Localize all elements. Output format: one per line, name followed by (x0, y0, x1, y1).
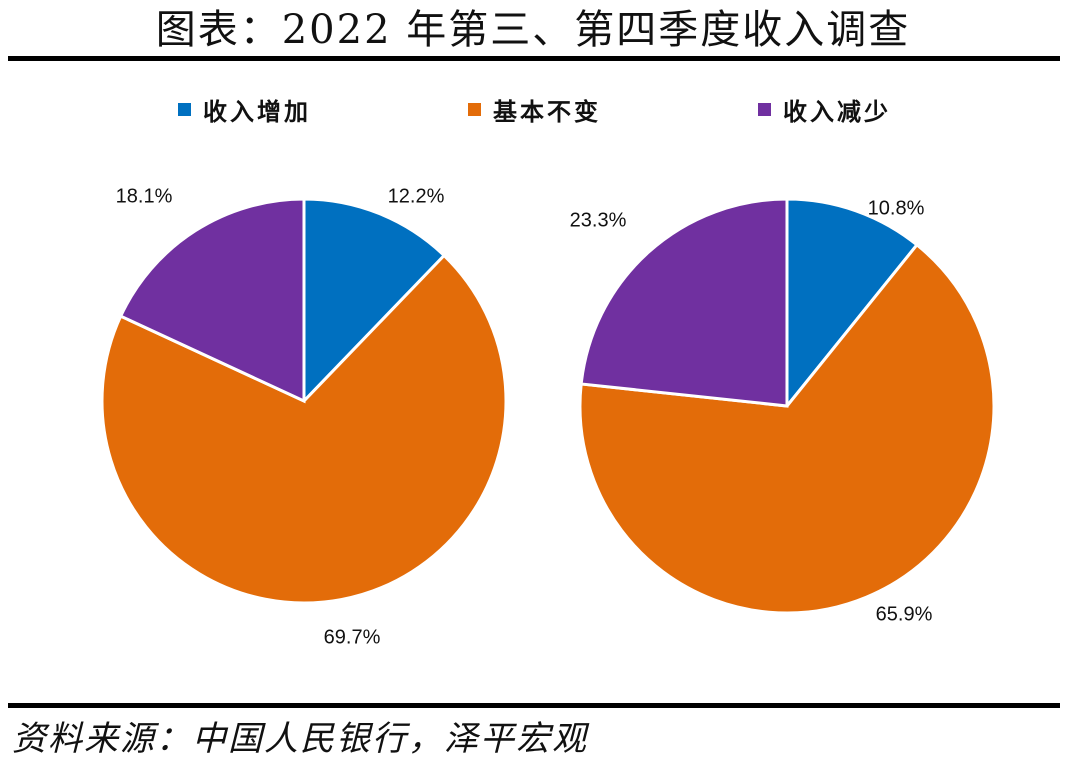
legend-item-increase: 收入增加 (178, 92, 311, 127)
top-rule (8, 56, 1060, 61)
pie-0-label-increase: 12.2% (388, 185, 445, 207)
legend-swatch-increase (178, 103, 191, 116)
pie-0-label-unchanged: 69.7% (324, 626, 381, 648)
pie-chart-q3: 12.2% 69.7% 18.1% (100, 185, 508, 648)
legend-item-decrease: 收入减少 (758, 92, 891, 127)
legend-item-unchanged: 基本不变 (468, 92, 601, 127)
pie-0-slice-unchanged (100, 253, 508, 605)
legend-label-unchanged: 基本不变 (493, 98, 601, 126)
pie-1-slice-decrease (579, 197, 789, 408)
pie-1-label-unchanged: 65.9% (876, 603, 933, 625)
pie-1-label-decrease: 23.3% (570, 209, 627, 231)
legend: 收入增加 基本不变 收入减少 (0, 92, 1066, 128)
pie-1-slice-increase (785, 197, 920, 411)
pie-chart-q4: 10.8% 65.9% 23.3% (570, 197, 996, 625)
pie-0-slice-increase (302, 197, 447, 405)
chart-title: 图表：2022 年第三、第四季度收入调查 (155, 7, 911, 53)
legend-swatch-unchanged (468, 103, 481, 116)
bottom-rule (8, 703, 1060, 708)
legend-label-decrease: 收入减少 (783, 98, 891, 126)
pie-0-label-decrease: 18.1% (116, 185, 173, 207)
pie-1-label-increase: 10.8% (868, 197, 925, 219)
source-note: 资料来源：中国人民银行，泽平宏观 (12, 719, 588, 759)
legend-label-increase: 收入增加 (203, 98, 311, 126)
pie-1-slice-unchanged (578, 242, 996, 615)
pie-0-slice-decrease (118, 197, 306, 404)
legend-swatch-decrease (758, 103, 771, 116)
